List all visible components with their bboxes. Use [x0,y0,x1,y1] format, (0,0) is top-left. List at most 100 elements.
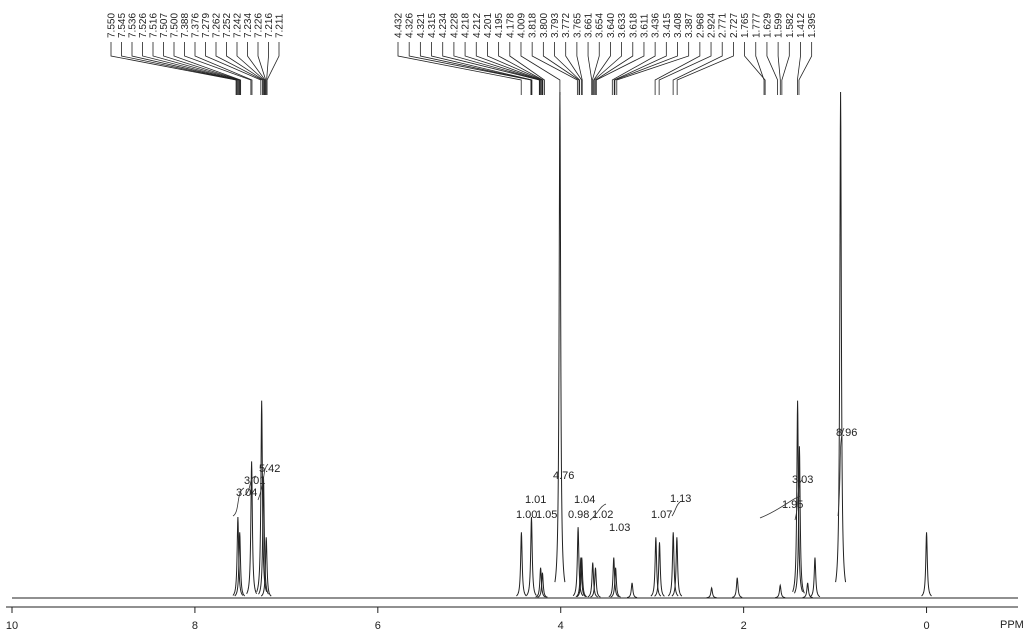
peak-label: 1.582 [785,13,796,38]
peak-connector [591,42,600,95]
peak [610,567,621,598]
peak-label: 1.395 [807,13,818,38]
x-tick-label: 2 [741,620,747,632]
x-tick-label: 8 [192,620,198,632]
peak-connector [442,42,540,95]
peak-label: 3.818 [528,13,539,38]
peak [671,537,683,597]
peak-connector [520,42,561,95]
peak-connector [397,42,522,95]
peak-label: 3.800 [539,13,550,38]
peak-label: 1.412 [796,13,807,38]
integral-label: 4.76 [553,470,574,482]
peak-label: 7.262 [212,13,223,38]
peak-label: 3.408 [673,13,684,38]
peak-connector [781,42,790,95]
peak [802,582,813,599]
peak-label: 7.216 [264,13,275,38]
peak-connector [194,42,253,95]
peak-label: 2.968 [695,13,706,38]
peak-connector [131,42,238,95]
peak-connector [616,42,690,95]
peak-label: 7.550 [107,13,118,38]
peak-label: 3.640 [606,13,617,38]
peak-label: 3.633 [617,13,628,38]
integral-curve [257,463,269,501]
integral-curve [837,427,845,517]
integral-curve [759,495,801,519]
integral-label: 1.00 [516,509,537,521]
peak-label: 3.772 [561,13,572,38]
peak [650,537,662,597]
peak-connector [110,42,237,95]
peak-connector [672,42,723,95]
peak [246,461,258,594]
integral-curve [244,475,257,496]
integral-label: 3.01 [244,475,265,487]
peak [537,572,548,598]
peak [232,517,244,596]
peak-label: 7.211 [275,13,286,38]
peak-connector [565,42,582,95]
peak-connector [257,42,267,95]
peak-label: 7.500 [170,13,181,38]
peak-connector [173,42,242,95]
integral-label: 1.01 [525,494,546,506]
peak-label: 4.321 [416,13,427,38]
peak-connector [475,42,542,95]
peak [835,91,847,583]
peak-connector [266,42,269,95]
peak-label: 7.516 [149,13,160,38]
peak [608,557,620,598]
peak [732,577,743,598]
peak-connector [531,42,578,95]
peak-connector [226,42,264,95]
peak-label: 4.315 [427,13,438,38]
peak [626,582,638,599]
peak [654,542,665,597]
peak-label: 4.326 [405,13,416,38]
peak-connector [247,42,266,95]
x-tick-label: 6 [375,620,381,632]
peak-connector [236,42,265,95]
peak [260,537,272,597]
peak-connector [654,42,701,95]
peak-connector [593,42,611,95]
peak [526,517,537,596]
peak-label: 1.599 [774,13,785,38]
peak-label: 3.654 [595,13,606,38]
integral-label: 3.03 [792,474,813,486]
peak-connector [587,42,593,95]
peak-connector [152,42,240,95]
peak-connector [744,42,766,95]
peak [590,567,601,598]
peak-label: 4.234 [438,13,449,38]
peak-connector [595,42,634,95]
integral-label: 1.13 [670,493,691,505]
peak-label: 4.228 [449,13,460,38]
peak-label: 3.618 [628,13,639,38]
peak-connector [611,42,656,95]
peak-connector [509,42,545,95]
x-tick-label: 10 [6,620,18,632]
integral-label: 1.05 [536,509,557,521]
integral-curve [232,487,245,517]
peak [775,583,786,599]
peak-connector [121,42,237,95]
peak-label: 4.178 [505,13,516,38]
peak-connector [498,42,544,95]
peak-label: 4.009 [516,13,527,38]
peak-connector [576,42,583,95]
peak-connector [798,42,813,95]
peak-label: 4.218 [461,13,472,38]
peak-connector [554,42,581,95]
peak [535,567,546,598]
peak-label: 4.432 [394,13,405,38]
peak-label: 3.387 [684,13,695,38]
peak-label: 7.234 [243,13,254,38]
peak [516,532,527,597]
peak-label: 3.661 [584,13,595,38]
peak-label: 2.771 [718,13,729,38]
peak [572,527,584,597]
peak-connector [215,42,263,95]
